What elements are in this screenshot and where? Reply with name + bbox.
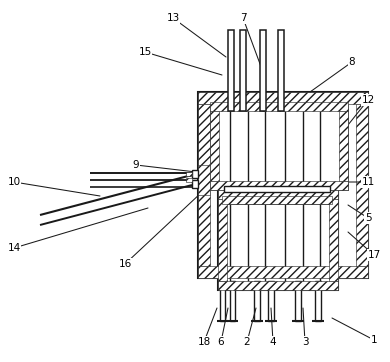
- Text: 11: 11: [362, 177, 375, 187]
- Bar: [186, 178, 192, 182]
- Bar: [198, 92, 368, 104]
- Bar: [210, 111, 219, 181]
- Bar: [218, 199, 227, 281]
- Text: 5: 5: [365, 213, 371, 223]
- Bar: [260, 30, 266, 111]
- Bar: [192, 180, 198, 188]
- Bar: [329, 199, 338, 281]
- Text: 14: 14: [7, 243, 21, 253]
- Text: 17: 17: [367, 250, 381, 260]
- Bar: [220, 281, 225, 321]
- Bar: [210, 102, 348, 190]
- Text: 9: 9: [133, 160, 139, 170]
- Bar: [198, 165, 210, 195]
- Text: 7: 7: [240, 13, 246, 23]
- Bar: [218, 190, 338, 290]
- Bar: [198, 104, 210, 266]
- Bar: [295, 281, 301, 321]
- Bar: [240, 30, 246, 111]
- Bar: [218, 190, 338, 199]
- Text: 3: 3: [302, 337, 308, 347]
- Bar: [210, 181, 348, 190]
- Bar: [198, 92, 368, 278]
- Bar: [192, 170, 198, 178]
- Text: 12: 12: [362, 95, 375, 105]
- Bar: [198, 266, 368, 278]
- Bar: [228, 30, 234, 111]
- Bar: [224, 186, 330, 192]
- Bar: [315, 281, 321, 321]
- Bar: [356, 104, 368, 266]
- Bar: [186, 172, 192, 176]
- Bar: [339, 111, 348, 181]
- Text: 18: 18: [197, 337, 211, 347]
- Text: 1: 1: [370, 335, 377, 345]
- Text: 13: 13: [167, 13, 180, 23]
- Bar: [230, 281, 235, 321]
- Text: 10: 10: [7, 177, 21, 187]
- Bar: [218, 281, 338, 290]
- Text: 15: 15: [138, 47, 152, 57]
- Bar: [210, 102, 348, 111]
- Text: 4: 4: [270, 337, 276, 347]
- Bar: [254, 281, 260, 321]
- Bar: [278, 30, 284, 111]
- Text: 6: 6: [218, 337, 224, 347]
- Text: 8: 8: [349, 57, 355, 67]
- Bar: [268, 281, 274, 321]
- Text: 16: 16: [119, 259, 132, 269]
- Bar: [222, 196, 332, 204]
- Text: 2: 2: [244, 337, 250, 347]
